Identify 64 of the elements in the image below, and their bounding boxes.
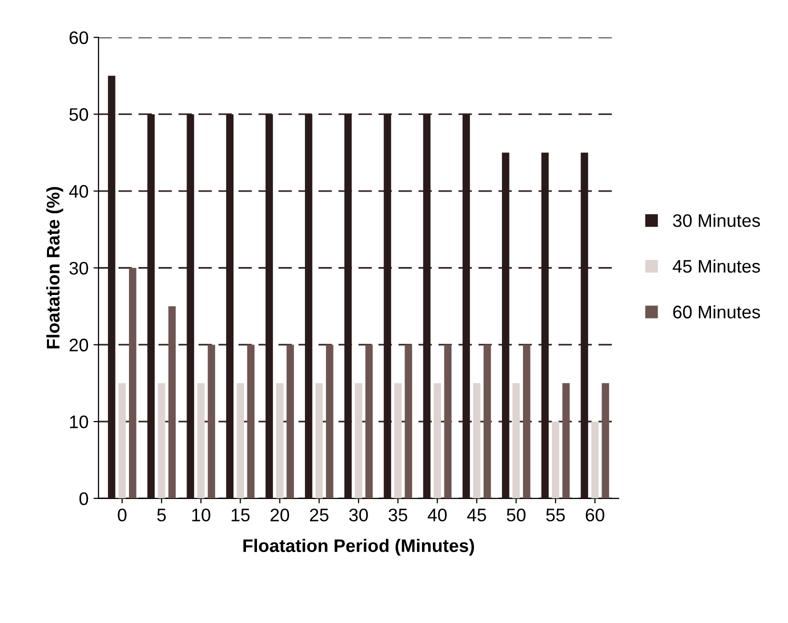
bar: [404, 344, 412, 498]
bar: [118, 383, 126, 498]
bar: [423, 114, 431, 498]
x-tick-label: 35: [388, 508, 408, 522]
bar: [208, 344, 216, 498]
bar: [236, 383, 244, 498]
bar: [365, 344, 373, 498]
y-tick-label: 60: [70, 31, 88, 44]
bar: [522, 344, 530, 498]
x-tick-label: 15: [232, 508, 250, 522]
bar: [462, 114, 470, 498]
bar: [502, 152, 510, 498]
x-tick-label: 5: [157, 508, 166, 522]
bar: [197, 383, 205, 498]
x-tick-label: 60: [586, 508, 604, 522]
bar: [562, 383, 570, 498]
bar: [266, 114, 273, 498]
x-tick-label: 45: [467, 508, 486, 522]
bar: [147, 114, 155, 498]
bar: [384, 114, 392, 498]
bar: [247, 344, 255, 498]
bar: [168, 306, 176, 498]
legend-label: 30 Minutes: [673, 214, 760, 228]
bar: [434, 383, 442, 498]
x-tick-label: 20: [270, 508, 290, 522]
x-tick-label: 40: [428, 508, 447, 522]
bar: [591, 422, 599, 498]
x-tick-label: 0: [118, 508, 126, 522]
x-tick-label: 30: [349, 508, 368, 522]
y-tick-label: 20: [70, 338, 88, 352]
bar: [473, 383, 480, 498]
bar: [315, 383, 323, 498]
bar: [580, 152, 588, 498]
bar: [444, 344, 452, 498]
bar: [276, 383, 284, 498]
bar: [394, 383, 402, 498]
legend-label: 45 Minutes: [672, 259, 760, 273]
bar: [304, 114, 312, 498]
x-axis-title: Floatation Period (Minutes): [243, 538, 474, 556]
y-tick-label: 40: [69, 184, 88, 198]
bar: [108, 76, 116, 498]
bar: [158, 383, 166, 498]
bar: [602, 383, 610, 498]
y-tick-label: 10: [70, 416, 88, 428]
y-tick-label: 30: [69, 262, 88, 275]
y-axis-title: Floatation Rate (%): [46, 187, 64, 348]
bar: [354, 383, 362, 498]
bar: [186, 114, 194, 498]
bar: [286, 344, 294, 498]
bar: [344, 114, 352, 498]
bar: [512, 383, 520, 498]
x-tick-label: 10: [192, 508, 210, 522]
y-tick-label: 0: [79, 492, 88, 506]
bar: [226, 114, 234, 498]
legend-label: 60 Minutes: [673, 305, 760, 318]
x-tick-label: 55: [546, 508, 565, 522]
bar: [541, 152, 549, 498]
x-tick-label: 25: [310, 508, 328, 522]
bar: [484, 344, 491, 498]
x-tick-label: 50: [506, 508, 526, 522]
bar: [326, 344, 334, 498]
bar: [552, 422, 560, 498]
y-tick-label: 50: [69, 108, 88, 121]
bar: [128, 268, 136, 498]
